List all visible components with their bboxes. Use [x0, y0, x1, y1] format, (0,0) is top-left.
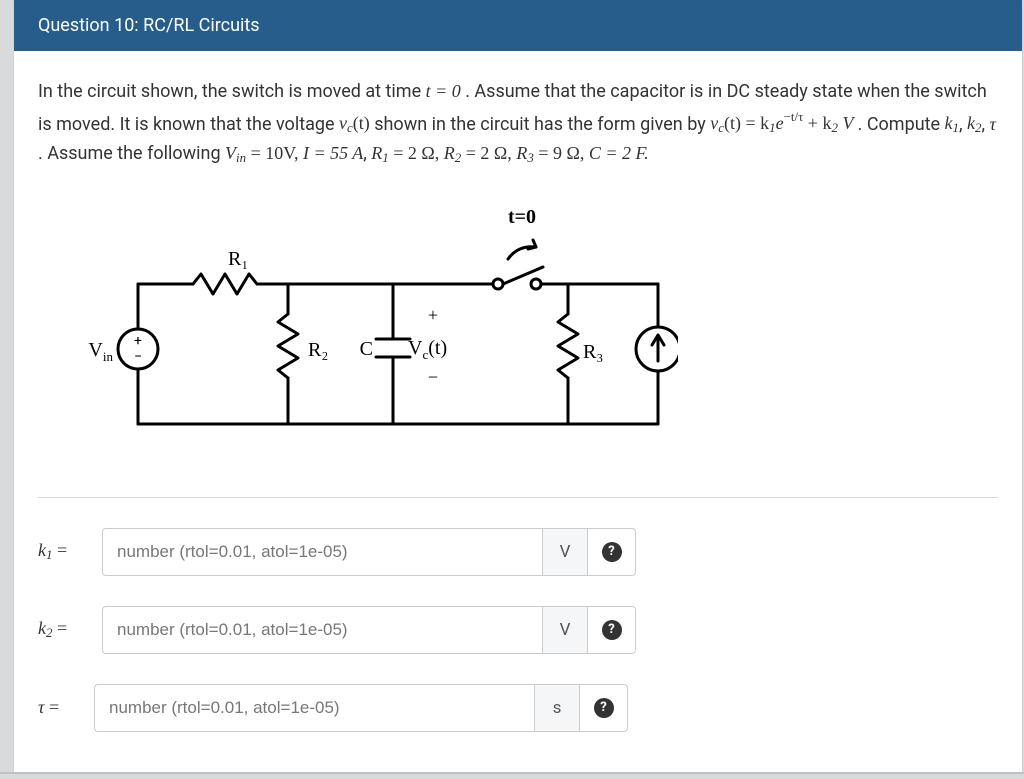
header-title: Question 10: RC/RL Circuits [38, 15, 260, 36]
math-vct: vc(t) [339, 113, 370, 133]
label-t0: t=0 [508, 206, 536, 228]
svg-text:−: − [134, 349, 142, 365]
label-vin: Vin [88, 339, 113, 364]
help-button[interactable]: ? [580, 684, 628, 732]
label-r1: R₁ [228, 248, 248, 270]
qtext-frag: In the circuit shown, the switch is move… [38, 81, 426, 102]
answer-rows: k1 = V ? k2 = V ? τ = [38, 528, 998, 732]
k1-input[interactable] [102, 528, 542, 576]
circuit-figure: + − [38, 199, 998, 498]
qtext-frag: shown in the circuit has the form given … [374, 113, 710, 134]
help-button[interactable]: ? [588, 528, 636, 576]
help-icon: ? [594, 698, 614, 718]
label-vc: Vc(t) [408, 337, 447, 362]
answer-label: τ = [38, 697, 94, 718]
label-minus: − [428, 367, 438, 387]
help-button[interactable]: ? [588, 606, 636, 654]
qtext-frag: . Assume the following [38, 143, 225, 164]
unit-label: V [542, 528, 588, 576]
k2-input[interactable] [102, 606, 542, 654]
answer-label: k1 = [38, 540, 102, 563]
math-t0: t = 0 [426, 81, 461, 101]
label-c: C [360, 338, 373, 360]
label-r2: R₂ [308, 339, 328, 361]
answer-label: k2 = [38, 618, 102, 641]
question-text: In the circuit shown, the switch is move… [38, 77, 998, 169]
qtext-frag: . Compute [858, 113, 945, 134]
question-header: Question 10: RC/RL Circuits [14, 0, 1022, 51]
math-eq: vc(t) = k1e−t/τ + k2 V [710, 113, 857, 133]
label-r3: R₃ [583, 341, 603, 363]
answer-row-k2: k2 = V ? [38, 606, 998, 654]
unit-label: V [542, 606, 588, 654]
question-card: Question 10: RC/RL Circuits In the circu… [14, 0, 1022, 772]
help-icon: ? [602, 542, 622, 562]
tau-input[interactable] [94, 684, 534, 732]
svg-text:+: + [134, 333, 142, 349]
question-body: In the circuit shown, the switch is move… [14, 51, 1022, 772]
answer-row-k1: k1 = V ? [38, 528, 998, 576]
help-icon: ? [602, 620, 622, 640]
unit-label: s [534, 684, 580, 732]
label-plus: + [428, 305, 438, 325]
answer-row-tau: τ = s ? [38, 684, 998, 732]
circuit-svg: + − [38, 199, 678, 469]
